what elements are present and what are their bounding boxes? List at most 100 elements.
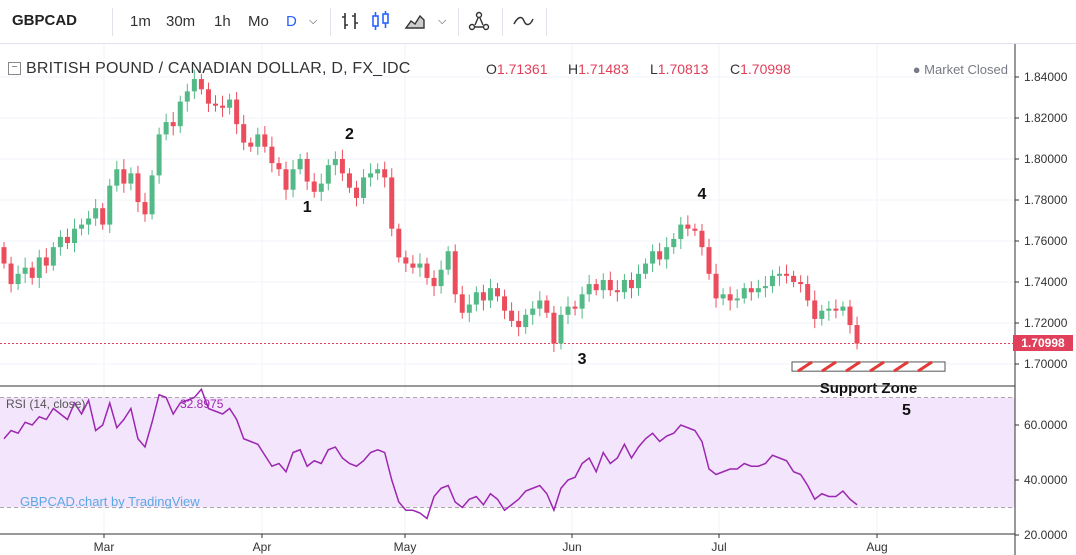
candle-body <box>100 208 106 225</box>
candle <box>741 283 747 304</box>
candle <box>389 168 395 237</box>
rsi-axis: 60.0000 40.0000 20.0000 <box>1015 418 1068 542</box>
candle <box>431 270 437 297</box>
candle <box>114 160 120 192</box>
candle-body <box>762 286 768 289</box>
candle <box>713 263 719 308</box>
candle <box>304 152 310 190</box>
candle-body <box>318 183 324 192</box>
candle-body <box>304 159 310 182</box>
rsi-tick-label: 20.0000 <box>1024 528 1068 542</box>
candle-body <box>579 294 585 309</box>
collapse-icon[interactable]: − <box>8 62 21 75</box>
candle <box>163 113 169 141</box>
candle <box>812 290 818 329</box>
candle-body <box>706 247 712 274</box>
interval-month[interactable]: Mo <box>248 13 269 30</box>
wave-label-3: 3 <box>578 351 587 368</box>
area-chart-icon[interactable] <box>404 10 426 32</box>
candle <box>706 238 712 280</box>
candle-body <box>396 228 402 258</box>
indicators-icon[interactable] <box>468 10 490 32</box>
candle <box>297 153 303 175</box>
candle <box>36 249 42 288</box>
watermark[interactable]: GBPCAD.chart by TradingView <box>20 494 200 509</box>
symbol-search[interactable]: GBPCAD <box>12 12 78 29</box>
candle <box>135 165 141 213</box>
candle <box>72 218 77 253</box>
wave-label-5: 5 <box>902 402 911 419</box>
toolbar-divider <box>330 8 331 36</box>
candle-body <box>290 169 296 190</box>
candle-body <box>593 284 599 291</box>
candle <box>375 163 381 181</box>
interval-1m[interactable]: 1m <box>130 13 151 30</box>
candle <box>657 242 663 266</box>
rsi-tick-label: 40.0000 <box>1024 473 1068 487</box>
candle <box>692 223 698 236</box>
candle-body <box>410 263 416 268</box>
candle <box>516 310 522 337</box>
price-chart[interactable]: Support Zone 1 2 3 4 5 1.84000 1.82000 1.80000… <box>0 44 1076 555</box>
candle <box>283 161 289 200</box>
interval-1h[interactable]: 1h <box>214 13 231 30</box>
rsi-label[interactable]: RSI (14, close) <box>6 397 86 411</box>
candle-body <box>361 177 367 198</box>
chevron-down-icon[interactable]: ⌵ <box>309 15 318 27</box>
candle <box>502 289 508 320</box>
candle <box>424 257 430 285</box>
candle <box>276 157 282 177</box>
candle-body <box>473 292 479 305</box>
candles-chart-icon[interactable] <box>370 10 392 32</box>
candle <box>755 279 761 299</box>
wave-label-1: 1 <box>303 199 312 216</box>
candle <box>121 159 127 193</box>
candle <box>8 256 14 293</box>
candle-body <box>142 202 148 215</box>
candle-body <box>8 263 14 285</box>
candle-body <box>678 224 684 239</box>
candle <box>410 255 416 274</box>
candle <box>819 304 825 326</box>
candle-body <box>234 99 240 125</box>
candle-body <box>727 294 733 301</box>
bars-chart-icon[interactable] <box>340 10 362 32</box>
candle-body <box>29 267 35 278</box>
candle <box>487 278 493 309</box>
candle-body <box>170 122 176 127</box>
candle <box>551 305 557 352</box>
candle-body <box>163 122 169 135</box>
candle-body <box>459 294 465 313</box>
interval-day[interactable]: D <box>286 13 297 30</box>
support-zone-box <box>791 361 946 372</box>
candle <box>720 288 726 306</box>
compare-icon[interactable] <box>512 10 534 32</box>
interval-30m[interactable]: 30m <box>166 13 196 30</box>
candle <box>438 260 444 294</box>
chevron-down-icon[interactable]: ⌵ <box>438 15 447 27</box>
candle <box>241 114 247 151</box>
candle-body <box>64 236 70 244</box>
candle <box>495 283 500 302</box>
candlestick-series <box>1 69 860 352</box>
candle-body <box>452 251 458 295</box>
candle <box>339 149 345 181</box>
toolbar-divider <box>546 8 547 36</box>
time-tick-label: Apr <box>253 540 272 554</box>
top-toolbar: GBPCAD 1m 30m 1h Mo D ⌵ ⌵ <box>0 0 1076 44</box>
candle-body <box>537 300 543 309</box>
candle <box>614 280 620 302</box>
candle-body <box>1 247 7 264</box>
price-tick-label: 1.78000 <box>1024 193 1068 207</box>
candle <box>826 301 832 321</box>
candle <box>586 274 592 302</box>
candle <box>57 230 63 256</box>
toolbar-divider <box>502 8 503 36</box>
candle-body <box>424 263 430 278</box>
candle <box>262 125 268 153</box>
ohlc-open: O1.71361 <box>486 61 548 77</box>
wave-label-2: 2 <box>345 126 354 143</box>
toolbar-divider <box>112 8 113 36</box>
candle-body <box>544 300 550 313</box>
time-tick-label: Mar <box>94 540 115 554</box>
